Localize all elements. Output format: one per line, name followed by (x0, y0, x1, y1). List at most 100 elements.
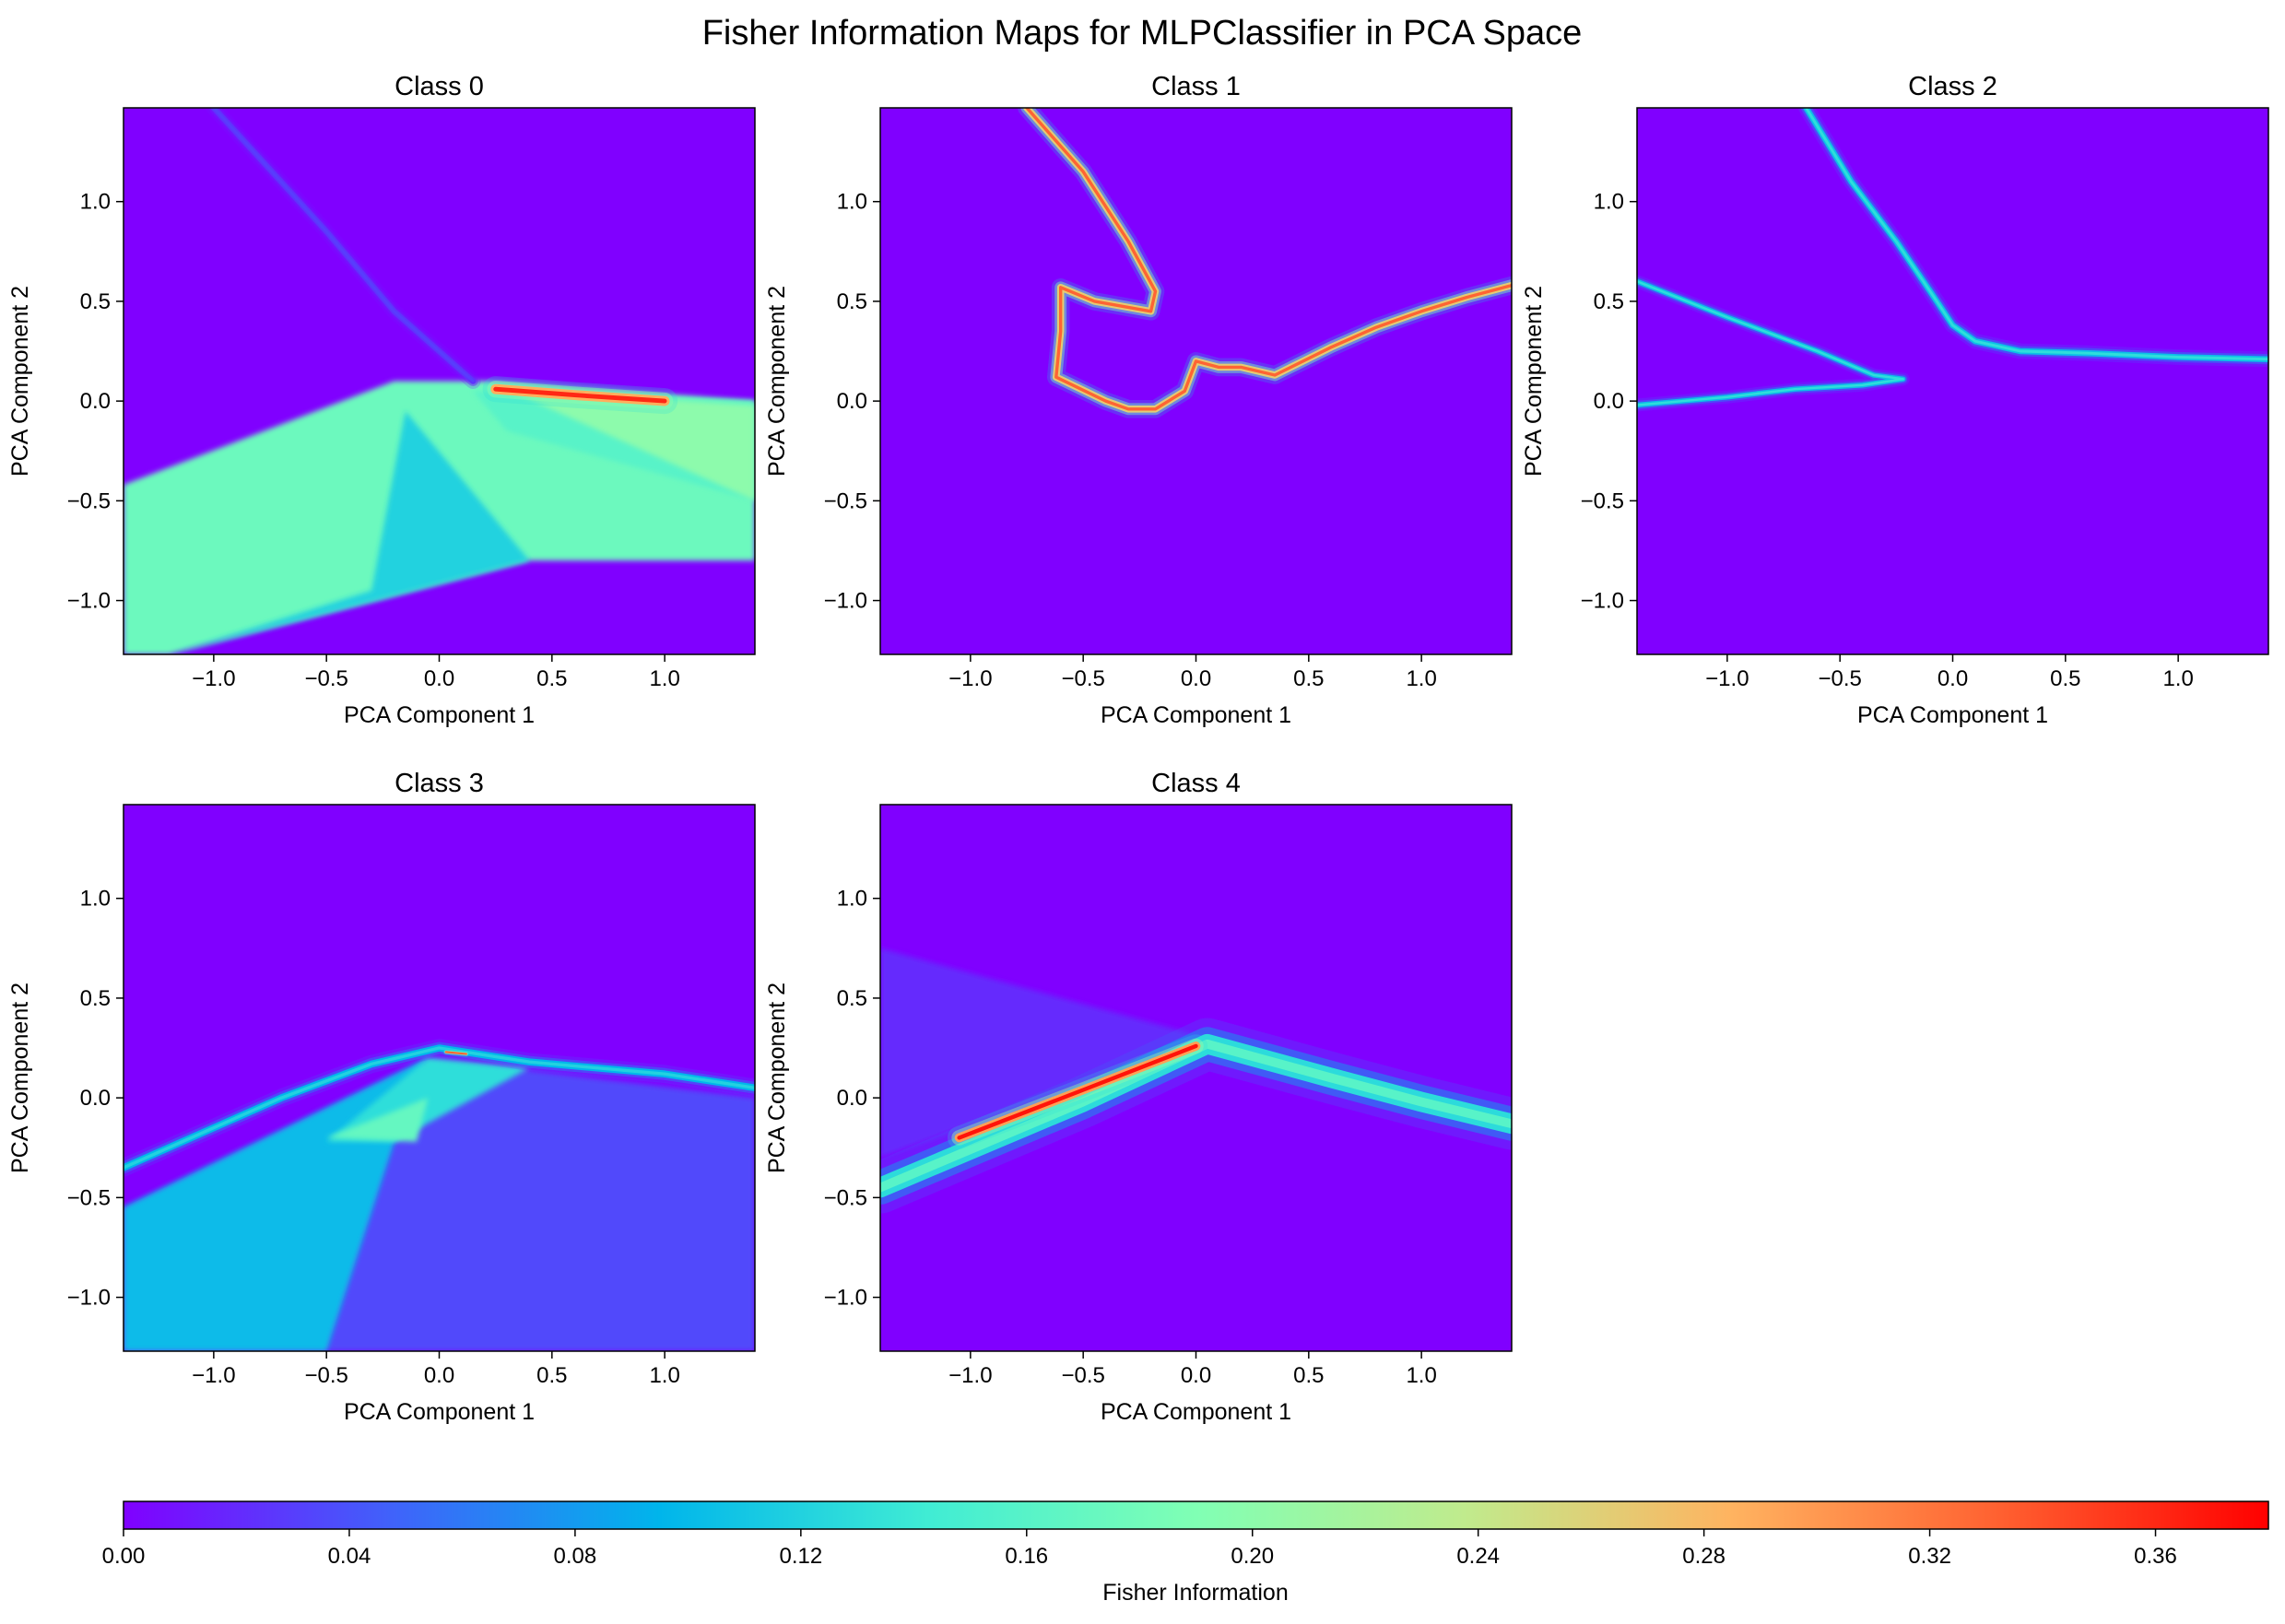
y-tick-label: −0.5 (67, 1185, 111, 1210)
panel-class-2: −1.0 −0.5 0.0 0.5 1.0 −1.0 −0.5 0.0 0.5 1.0 Class … (1521, 72, 2269, 728)
x-axis-label: PCA Component 1 (1857, 702, 2048, 728)
x-axis-label: PCA Component 1 (344, 702, 535, 728)
x-tick-label: −1.0 (192, 666, 235, 691)
y-tick-label: 0.5 (1594, 289, 1624, 314)
x-tick-label: 0.0 (1181, 666, 1211, 691)
panel-title: Class 2 (1908, 72, 1997, 101)
x-tick-label: −1.0 (192, 1363, 235, 1388)
colorbar-tick-label: 0.00 (102, 1544, 146, 1569)
x-tick-label: 0.0 (1181, 1363, 1211, 1388)
colorbar-tick-label: 0.32 (1908, 1544, 1951, 1569)
y-tick-label: 0.0 (80, 389, 111, 414)
heatmap-ridge (1025, 108, 1512, 411)
y-tick-label: 1.0 (80, 887, 111, 912)
heatmap-area (880, 805, 1512, 1351)
figure-title: Fisher Information Maps for MLPClassifie… (702, 14, 1583, 53)
x-tick-label: 1.0 (649, 666, 679, 691)
x-tick-label: 1.0 (1406, 1363, 1436, 1388)
y-tick-label: 0.0 (80, 1086, 111, 1111)
heatmap-ridge (957, 1043, 1198, 1140)
x-axis-label: PCA Component 1 (1101, 702, 1291, 728)
heatmap-region (326, 1098, 429, 1142)
y-tick-label: 1.0 (837, 887, 867, 912)
x-tick-label: −1.0 (948, 666, 992, 691)
panel-class-1: −1.0 −0.5 0.0 0.5 1.0 −1.0 −0.5 0.0 0.5 1.0 Class … (764, 72, 1513, 728)
x-tick-label: −1.0 (948, 1363, 992, 1388)
colorbar-label: Fisher Information (1102, 1580, 1288, 1606)
panel-class-3: −1.0 −0.5 0.0 0.5 1.0 −1.0 −0.5 0.0 0.5 1.0 Class … (7, 769, 756, 1425)
y-tick-label: −0.5 (67, 488, 111, 513)
x-tick-label: 0.5 (1293, 1363, 1324, 1388)
x-tick-label: 1.0 (649, 1363, 679, 1388)
panel-title: Class 3 (395, 769, 484, 798)
x-axis-label: PCA Component 1 (344, 1399, 535, 1425)
y-tick-label: 0.0 (837, 389, 867, 414)
heatmap-ridge (444, 1051, 467, 1055)
x-tick-label: −1.0 (1705, 666, 1749, 691)
y-tick-label: −0.5 (824, 488, 867, 513)
y-tick-label: −0.5 (824, 1185, 867, 1210)
x-tick-label: 0.5 (536, 1363, 567, 1388)
y-axis-label: PCA Component 2 (7, 983, 33, 1173)
y-axis-label: PCA Component 2 (7, 286, 33, 477)
x-tick-label: −0.5 (304, 1363, 347, 1388)
heatmap-area (124, 805, 755, 1351)
heatmap-ridge (1805, 108, 2268, 361)
x-tick-label: 0.0 (424, 1363, 454, 1388)
heatmap-ridge (493, 386, 667, 404)
y-tick-label: −1.0 (1581, 589, 1624, 614)
colorbar-tick-label: 0.24 (1456, 1544, 1500, 1569)
heatmap-ridge (124, 1046, 755, 1170)
colorbar-tick-label: 0.20 (1231, 1544, 1274, 1569)
panel-title: Class 1 (1151, 72, 1241, 101)
y-tick-label: −1.0 (67, 1286, 111, 1311)
y-axis-label: PCA Component 2 (764, 286, 790, 477)
x-tick-label: 0.0 (424, 666, 454, 691)
x-tick-label: 0.0 (1938, 666, 1968, 691)
y-tick-label: −1.0 (67, 589, 111, 614)
colorbar: 0.00 0.04 0.08 0.12 0.16 0.20 0.24 0.28 0.32 0.36… (102, 1500, 2269, 1606)
heatmap-ridge (880, 1039, 1512, 1193)
x-tick-label: 0.5 (1293, 666, 1324, 691)
x-tick-label: −0.5 (1818, 666, 1861, 691)
heatmap-background (880, 108, 1512, 654)
y-axis-label: PCA Component 2 (1521, 286, 1547, 477)
heatmap-ridge (212, 108, 475, 382)
colorbar-tick-label: 0.36 (2134, 1544, 2177, 1569)
heatmap-region (168, 410, 530, 654)
y-axis-label: PCA Component 2 (764, 983, 790, 1173)
x-tick-label: 0.5 (2050, 666, 2080, 691)
x-tick-label: 1.0 (1406, 666, 1436, 691)
y-tick-label: 0.5 (80, 986, 111, 1011)
y-tick-label: 0.0 (837, 1086, 867, 1111)
x-tick-label: 0.5 (536, 666, 567, 691)
x-tick-label: −0.5 (304, 666, 347, 691)
y-tick-label: −1.0 (824, 589, 867, 614)
x-axis-label: PCA Component 1 (1101, 1399, 1291, 1425)
y-tick-label: −1.0 (824, 1286, 867, 1311)
x-tick-label: −0.5 (1061, 1363, 1104, 1388)
panel-class-0: −1.0 −0.5 0.0 0.5 1.0 −1.0 −0.5 0.0 0.5 1.0 Class … (7, 72, 756, 728)
x-tick-label: −0.5 (1061, 666, 1104, 691)
y-tick-label: 1.0 (1594, 190, 1624, 215)
colorbar-tick-label: 0.04 (328, 1544, 371, 1569)
y-tick-label: 1.0 (80, 190, 111, 215)
heatmap-region (880, 947, 1207, 1159)
y-tick-label: 0.0 (1594, 389, 1624, 414)
heatmap-area (880, 108, 1512, 654)
y-tick-label: 0.5 (837, 289, 867, 314)
heatmap-region (506, 389, 755, 501)
heatmap-area (1637, 108, 2268, 654)
colorbar-tick-label: 0.12 (779, 1544, 822, 1569)
y-tick-label: 1.0 (837, 190, 867, 215)
y-tick-label: 0.5 (80, 289, 111, 314)
colorbar-gradient (123, 1500, 2269, 1530)
heatmap-ridge (1637, 280, 1904, 406)
y-tick-label: −0.5 (1581, 488, 1624, 513)
heatmap-area (124, 108, 755, 654)
colorbar-tick-label: 0.28 (1682, 1544, 1726, 1569)
colorbar-tick-label: 0.16 (1005, 1544, 1048, 1569)
colorbar-tick-label: 0.08 (554, 1544, 597, 1569)
heatmap-background (1637, 108, 2268, 654)
panel-title: Class 0 (395, 72, 484, 101)
